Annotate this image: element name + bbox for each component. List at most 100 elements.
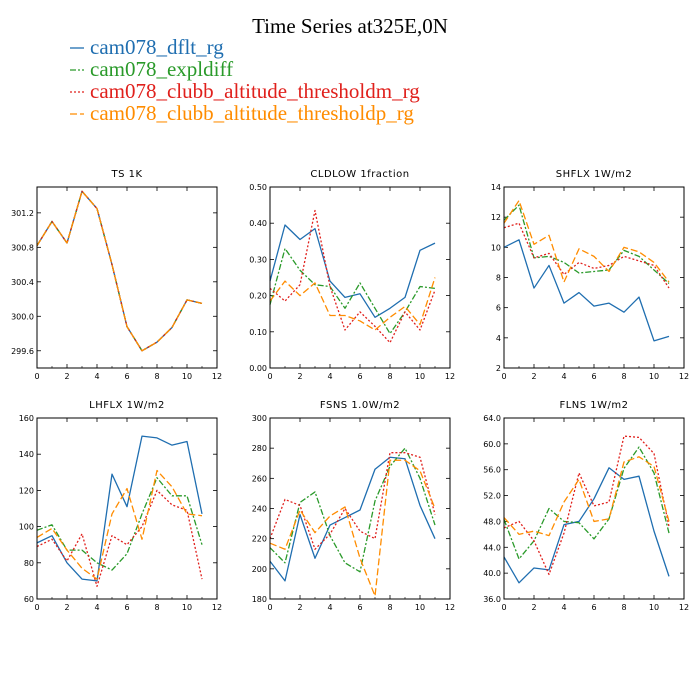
- panel-title: SHFLX 1W/m2: [556, 169, 632, 180]
- series-line: [269, 277, 436, 331]
- y-tick-label: 44.0: [483, 543, 501, 552]
- x-tick-label: 10: [649, 603, 659, 612]
- y-tick-label: 36.0: [483, 595, 501, 604]
- x-tick-label: 10: [415, 372, 425, 381]
- series-line: [269, 452, 436, 550]
- series-line: [36, 489, 203, 587]
- x-tick-label: 2: [297, 603, 302, 612]
- y-tick-label: 100: [19, 523, 34, 532]
- y-tick-label: 0.20: [249, 292, 267, 301]
- x-tick-label: 12: [445, 603, 455, 612]
- legend-label: cam078_dflt_rg: [90, 35, 224, 59]
- series-line: [503, 239, 670, 342]
- x-tick-label: 2: [297, 372, 302, 381]
- panel-title: LHFLX 1W/m2: [89, 400, 165, 411]
- y-tick-label: 60.0: [483, 440, 501, 449]
- x-tick-label: 8: [154, 372, 159, 381]
- series-line: [36, 435, 203, 582]
- y-tick-label: 0.10: [249, 328, 267, 337]
- x-tick-label: 10: [415, 603, 425, 612]
- panel-title: CLDLOW 1fraction: [310, 169, 409, 180]
- x-tick-label: 10: [649, 372, 659, 381]
- x-tick-label: 0: [501, 372, 506, 381]
- legend: cam078_dflt_rgcam078_expldiffcam078_club…: [70, 35, 420, 125]
- x-tick-label: 8: [387, 372, 392, 381]
- y-tick-label: 301.2: [11, 209, 34, 218]
- x-tick-label: 4: [327, 372, 332, 381]
- x-tick-label: 4: [94, 603, 99, 612]
- chart-panel: LHFLX 1W/m2 0 2 4 6 8 10 12 60 80 100 120 140 160: [19, 400, 222, 612]
- y-tick-label: 6: [496, 304, 501, 313]
- x-tick-label: 12: [679, 372, 689, 381]
- y-tick-label: 12: [491, 213, 501, 222]
- x-tick-label: 2: [64, 603, 69, 612]
- y-tick-label: 300.8: [11, 243, 34, 252]
- chart-panel: FSNS 1.0W/m2 0 2 4 6 8 10 12 180 200 220 240 260 280 3…: [252, 400, 455, 612]
- y-tick-label: 300: [252, 414, 267, 423]
- series-line: [503, 467, 670, 584]
- series-line: [503, 222, 670, 289]
- y-tick-label: 220: [252, 535, 267, 544]
- panel-title: FSNS 1.0W/m2: [320, 400, 400, 411]
- y-tick-label: 140: [19, 450, 34, 459]
- x-tick-label: 12: [679, 603, 689, 612]
- y-tick-label: 48.0: [483, 517, 501, 526]
- legend-label: cam078_clubb_altitude_thresholdp_rg: [90, 101, 414, 125]
- x-tick-label: 0: [267, 372, 272, 381]
- legend-entry: cam078_expldiff: [70, 57, 233, 81]
- x-tick-label: 8: [621, 603, 626, 612]
- series-line: [503, 199, 670, 283]
- y-tick-label: 64.0: [483, 414, 501, 423]
- figure-title: Time Series at325E,0N: [252, 14, 448, 38]
- legend-label: cam078_clubb_altitude_thresholdm_rg: [90, 79, 420, 103]
- legend-label: cam078_expldiff: [90, 57, 233, 81]
- y-tick-label: 2: [496, 364, 501, 373]
- legend-entry: cam078_clubb_altitude_thresholdp_rg: [70, 101, 414, 125]
- y-tick-label: 0.00: [249, 364, 267, 373]
- y-tick-label: 0.40: [249, 219, 267, 228]
- y-tick-label: 80: [24, 559, 34, 568]
- y-tick-label: 4: [496, 334, 501, 343]
- series-line: [269, 456, 436, 582]
- y-tick-label: 200: [252, 565, 267, 574]
- series-line: [503, 435, 670, 576]
- x-tick-label: 4: [94, 372, 99, 381]
- x-tick-label: 2: [531, 372, 536, 381]
- plot-frame: [503, 417, 685, 600]
- chart-panels: TS 1K0 2 4 6 8 10 12299.6300.0300.4300.8301.2C…: [11, 169, 689, 612]
- series-line: [36, 190, 203, 352]
- series-line: [36, 190, 203, 352]
- x-tick-label: 2: [531, 603, 536, 612]
- chart-panel: CLDLOW 1fraction 0 2 4 6 8 10 12 0.00 0.10 0.20 0.3…: [249, 169, 455, 381]
- series-line: [36, 190, 203, 352]
- x-tick-label: 12: [212, 372, 222, 381]
- x-tick-label: 6: [357, 372, 362, 381]
- plot-frame: [36, 186, 218, 369]
- series-line: [269, 459, 436, 597]
- x-tick-label: 4: [561, 372, 566, 381]
- chart-panel: TS 1K 0 2 4 6 8 10 12 299.6 300.0 300.4 300.8 301.2: [11, 169, 222, 381]
- series-line: [269, 209, 436, 344]
- x-tick-label: 0: [34, 603, 39, 612]
- x-tick-label: 8: [621, 372, 626, 381]
- panel-title: TS 1K: [110, 169, 142, 180]
- y-tick-label: 56.0: [483, 466, 501, 475]
- series-line: [36, 477, 203, 571]
- x-tick-label: 12: [212, 603, 222, 612]
- y-tick-label: 0.30: [249, 255, 267, 264]
- x-tick-label: 6: [124, 372, 129, 381]
- y-tick-label: 160: [19, 414, 34, 423]
- y-tick-label: 299.6: [11, 347, 34, 356]
- x-tick-label: 6: [357, 603, 362, 612]
- plot-frame: [36, 417, 218, 600]
- plot-frame: [269, 186, 451, 369]
- plot-frame: [269, 417, 451, 600]
- x-tick-label: 0: [501, 603, 506, 612]
- series-line: [503, 446, 670, 560]
- y-tick-label: 52.0: [483, 492, 501, 501]
- y-tick-label: 240: [252, 505, 267, 514]
- series-line: [269, 447, 436, 573]
- x-tick-label: 6: [124, 603, 129, 612]
- x-tick-label: 8: [154, 603, 159, 612]
